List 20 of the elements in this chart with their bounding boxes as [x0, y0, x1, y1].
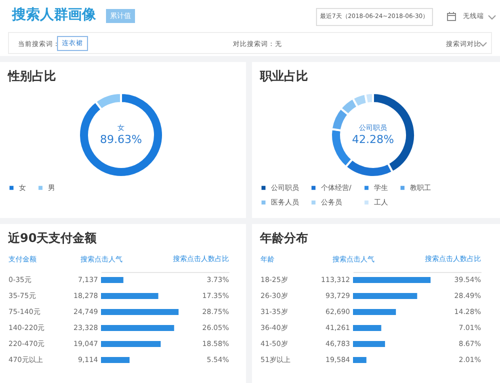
bar	[353, 325, 382, 331]
bar	[101, 357, 130, 363]
bar	[353, 357, 366, 363]
bar	[353, 277, 431, 283]
data-label: 89.63%	[100, 133, 142, 146]
bar	[101, 341, 161, 347]
bar	[353, 293, 418, 299]
bar	[353, 309, 396, 315]
chart-title: 近90天支付金额	[7, 231, 98, 245]
text: 搜索人群画像	[12, 6, 96, 24]
data-label: 42.28%	[352, 133, 394, 146]
chart-title: 性别占比	[7, 69, 56, 83]
chart-title: 职业占比	[259, 69, 308, 83]
donut-slice	[78, 92, 164, 178]
bar	[101, 309, 179, 315]
chart-title: 年龄分布	[259, 231, 308, 245]
bar	[101, 325, 174, 331]
bar	[101, 277, 124, 283]
bar	[101, 293, 158, 299]
bar	[353, 341, 386, 347]
